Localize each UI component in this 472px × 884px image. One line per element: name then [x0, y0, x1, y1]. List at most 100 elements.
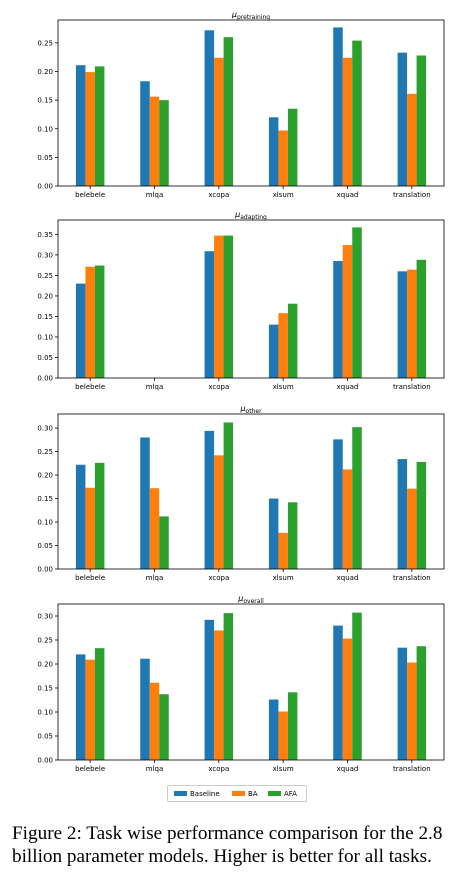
bar-ba-translation [407, 662, 417, 760]
bar-afa-xcopa [223, 422, 234, 569]
bar-ba-xcopa [214, 57, 224, 186]
bar-baseline-xquad [333, 261, 343, 378]
bar-afa-belebele [94, 66, 105, 186]
bar-baseline-translation [397, 271, 408, 378]
bar-ba-mlqa [149, 488, 160, 569]
y-tick-label: 0.30 [37, 613, 53, 621]
x-tick-label: mlqa [146, 765, 164, 773]
y-tick-label: 0.15 [37, 313, 53, 321]
bar-ba-translation [407, 269, 417, 378]
y-tick-label: 0.10 [37, 709, 53, 717]
bar-baseline-xcopa [204, 30, 215, 186]
y-tick-label: 0.10 [37, 333, 53, 341]
bar-baseline-xcopa [204, 430, 215, 569]
bar-baseline-belebele [75, 65, 86, 186]
bar-baseline-translation [397, 647, 408, 760]
y-tick-label: 0.25 [37, 637, 53, 645]
x-tick-label: xquad [337, 574, 359, 582]
bar-ba-xcopa [214, 235, 224, 378]
bar-baseline-belebele [75, 464, 86, 569]
chart-title-subscript: other [246, 408, 263, 415]
chart-adapting-svg: μadapting 0.00 0.05 0.10 0.15 0.20 0.25 0.30 0.3… [37, 210, 445, 391]
x-tick-label: belebele [75, 765, 105, 773]
bar-ba-xlsum [278, 313, 288, 378]
bar-ba-translation [407, 488, 417, 569]
bar-baseline-belebele [75, 654, 86, 760]
bar-afa-belebele [94, 462, 105, 569]
x-tick-label: translation [393, 574, 431, 582]
x-tick-label: translation [393, 383, 431, 391]
bar-ba-xlsum [278, 532, 288, 569]
legend-swatch-ba [232, 791, 245, 796]
chart-title: μoverall [237, 594, 264, 605]
x-tick-label: mlqa [146, 574, 164, 582]
bar-ba-xlsum [278, 711, 288, 760]
chart-overall-svg: μoverall 0.00 0.05 0.10 0.15 0.20 0.25 0.30 bele… [37, 594, 445, 773]
caption-line-2: billion parameter models. Higher is bett… [12, 846, 432, 867]
bar-afa-mlqa [159, 694, 169, 760]
y-tick-label: 0.05 [37, 354, 53, 362]
bar-baseline-xquad [333, 625, 343, 760]
axes-frame [57, 19, 445, 187]
x-tick-label: xcopa [208, 765, 229, 773]
axes-frame [57, 603, 445, 761]
y-tick-label: 0.20 [37, 68, 53, 76]
legend-swatch-baseline [174, 791, 187, 796]
bar-afa-xlsum [287, 108, 298, 186]
y-tick-label: 0.20 [37, 661, 53, 669]
chart-pretraining: μpretraining 0.00 0.05 0.10 0.15 0.20 0.25 bele… [0, 0, 472, 200]
chart-overall: μoverall 0.00 0.05 0.10 0.15 0.20 0.25 0.30 bele… [0, 585, 472, 780]
x-tick-label: belebele [75, 191, 105, 199]
y-tick-label: 0.10 [37, 519, 53, 527]
bar-ba-belebele [85, 487, 95, 569]
chart-adapting: μadapting 0.00 0.05 0.10 0.15 0.20 0.25 0.30 0.3… [0, 200, 472, 395]
chart-title-subscript: overall [243, 598, 264, 605]
y-tick-label: 0.00 [37, 566, 53, 574]
axes-frame [57, 413, 445, 570]
legend-swatch-afa [268, 791, 281, 796]
bar-ba-xquad [342, 469, 353, 569]
bar-ba-mlqa [149, 682, 160, 760]
x-tick-label: belebele [75, 574, 105, 582]
chart-other: μother 0.00 0.05 0.10 0.15 0.20 0.25 0.30 belebe… [0, 395, 472, 585]
x-tick-label: xlsum [273, 765, 294, 773]
bar-baseline-mlqa [140, 437, 150, 569]
bar-baseline-xlsum [268, 699, 279, 760]
bar-baseline-mlqa [140, 658, 150, 760]
bar-ba-belebele [85, 659, 95, 760]
bar-ba-xlsum [278, 130, 288, 186]
bar-afa-xcopa [223, 613, 234, 760]
x-tick-label: mlqa [146, 383, 164, 391]
legend-item-baseline: Baseline [174, 789, 220, 798]
bar-baseline-translation [397, 52, 408, 186]
y-tick-label: 0.20 [37, 472, 53, 480]
bar-baseline-xlsum [268, 324, 279, 378]
caption-line-1: Figure 2: Task wise performance comparis… [12, 823, 443, 844]
bar-baseline-xcopa [204, 251, 215, 378]
bar-afa-translation [416, 461, 427, 569]
bar-baseline-mlqa [140, 81, 150, 186]
bar-ba-translation [407, 93, 417, 186]
bar-ba-xquad [342, 638, 353, 760]
bar-afa-xquad [352, 227, 362, 378]
bar-ba-xcopa [214, 630, 224, 760]
bar-baseline-translation [397, 459, 408, 569]
y-tick-label: 0.05 [37, 542, 53, 550]
bar-afa-xquad [352, 427, 362, 569]
y-tick-label: 0.05 [37, 733, 53, 741]
bar-ba-xquad [342, 245, 353, 378]
bar-afa-xcopa [223, 235, 234, 378]
x-tick-label: xquad [337, 765, 359, 773]
legend-item-afa: AFA [268, 789, 297, 798]
bar-baseline-xlsum [268, 117, 279, 186]
bar-afa-mlqa [159, 516, 169, 569]
chart-title: μpretraining [231, 10, 270, 21]
y-tick-label: 0.00 [37, 183, 53, 191]
x-tick-label: translation [393, 765, 431, 773]
x-tick-label: translation [393, 191, 431, 199]
x-tick-label: xcopa [208, 574, 229, 582]
bar-afa-mlqa [159, 100, 169, 186]
bar-baseline-xquad [333, 439, 343, 569]
bar-afa-translation [416, 259, 427, 378]
chart-title: μother [239, 404, 262, 415]
